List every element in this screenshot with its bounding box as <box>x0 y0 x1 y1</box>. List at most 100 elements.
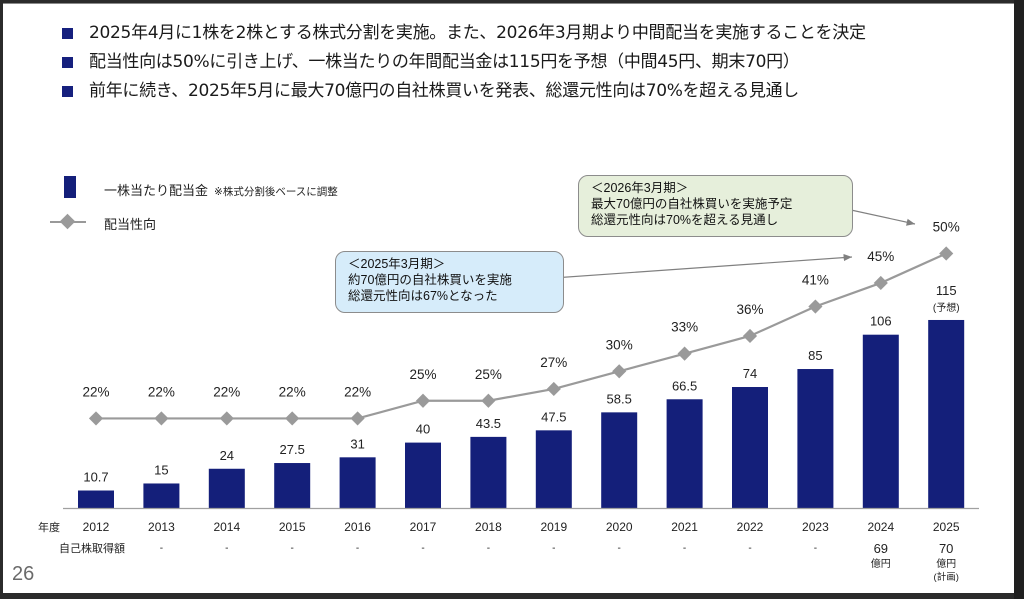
x-tick-label-2018: 2018 <box>475 520 502 534</box>
bar-2016 <box>339 457 376 508</box>
bar-2015 <box>274 463 311 508</box>
bar-2022 <box>732 387 768 508</box>
bar-2019 <box>535 430 572 508</box>
payout-point-2024 <box>873 275 888 291</box>
callout-fy2025-line1: 約70億円の自社株買いを実施 <box>348 273 512 287</box>
bullet-square-icon <box>62 28 73 39</box>
bar-2025 <box>928 319 965 508</box>
year-header: 年度 <box>38 520 60 534</box>
payout-label-2024: 45% <box>867 249 894 264</box>
payout-point-2013 <box>154 411 169 426</box>
bar-value-label-2023: 85 <box>808 348 822 363</box>
buyback-value-2025: 70 <box>939 541 953 556</box>
callout-fy2025-title: ＜2025年3月期＞ <box>348 257 446 271</box>
callout-fy2025-line2: 総還元性向は67%となった <box>348 289 498 303</box>
legend-line-label: 配当性向 <box>104 218 157 233</box>
buyback-value-2024: 69 <box>874 541 888 556</box>
bar-value-label-2017: 40 <box>416 422 430 437</box>
payout-point-2018 <box>481 393 496 408</box>
x-tick-label-2019: 2019 <box>540 520 567 534</box>
bullet-square-icon <box>62 57 73 68</box>
bar-2021 <box>666 399 703 508</box>
callout-fy2026: ＜2026年3月期＞ 最大70億円の自社株買いを実施予定 総還元性向は70%を超… <box>578 175 853 237</box>
buyback-value-2014: - <box>225 543 228 554</box>
payout-point-2019 <box>546 381 561 397</box>
buyback-value-2022: - <box>748 543 751 554</box>
payout-point-2021 <box>677 346 692 361</box>
bar-value-label-2021: 66.5 <box>672 378 697 393</box>
window-edge <box>1014 0 1024 599</box>
bar-value-label-2018: 43.5 <box>476 416 501 431</box>
legend-bar-note: ※株式分割後ベースに調整 <box>214 186 338 198</box>
payout-label-2023: 41% <box>802 273 829 288</box>
buyback-header: 自己株取得額 <box>59 541 125 555</box>
payout-label-2018: 25% <box>475 367 502 382</box>
bar-value-label-2022: 74 <box>743 366 757 381</box>
bar-2013 <box>143 483 180 508</box>
bar-value-label-2015: 27.5 <box>280 442 305 457</box>
payout-point-2020 <box>612 364 627 379</box>
payout-point-2016 <box>350 411 365 426</box>
callout-fy2026-line1: 最大70億円の自社株買いを実施予定 <box>591 197 793 211</box>
bar-value-label-2014: 24 <box>220 448 234 463</box>
buyback-value-2020: - <box>618 543 621 554</box>
callout-fy2026-title: ＜2026年3月期＞ <box>591 181 689 195</box>
payout-point-2014 <box>219 411 234 426</box>
page-number: 26 <box>12 563 35 585</box>
payout-point-2023 <box>808 299 823 314</box>
bullet-text: 配当性向は50%に引き上げ、一株当たりの年間配当金は115円を予想（中間45円、… <box>89 52 800 72</box>
callout-fy2026-line2: 総還元性向は70%を超える見通し <box>591 213 779 227</box>
x-tick-label-2017: 2017 <box>410 520 437 534</box>
buyback-unit-2024: 億円 <box>871 557 891 570</box>
bullet-square-icon <box>62 86 73 97</box>
legend-bar: 一株当たり配当金 ※株式分割後ベースに調整 <box>104 180 338 199</box>
bar-value-label-2024: 106 <box>870 314 892 329</box>
bar-2018 <box>470 436 507 508</box>
payout-label-2020: 30% <box>606 337 633 352</box>
payout-label-2017: 25% <box>409 367 436 382</box>
bar-value-label-2025: 115 <box>936 283 957 298</box>
x-tick-label-2013: 2013 <box>148 520 175 534</box>
x-tick-label-2021: 2021 <box>671 520 698 534</box>
payout-point-2022 <box>742 328 758 344</box>
buyback-value-2023: - <box>814 543 817 554</box>
payout-label-2013: 22% <box>148 384 175 399</box>
callout-fy2025-arrow <box>538 253 853 280</box>
buyback-unit-2025: 億円 <box>936 557 956 570</box>
payout-label-2016: 22% <box>344 384 371 399</box>
bar-2023 <box>797 369 834 508</box>
x-tick-label-2024: 2024 <box>867 520 894 534</box>
legend-bar-label: 一株当たり配当金 <box>104 184 209 199</box>
payout-point-2012 <box>88 411 104 426</box>
bar-value-label-2020: 58.5 <box>607 391 632 406</box>
bar-value-label-2013: 15 <box>154 462 168 477</box>
x-tick-label-2020: 2020 <box>606 520 633 534</box>
callout-fy2025: ＜2025年3月期＞ 約70億円の自社株買いを実施 総還元性向は67%となった <box>335 251 564 313</box>
buyback-value-2019: - <box>552 543 555 554</box>
buyback-value-2018: - <box>487 543 490 554</box>
bar-2012 <box>78 490 114 508</box>
buyback-value-2012: - <box>94 543 97 554</box>
bar-2014 <box>208 468 245 508</box>
bar-value-label-2019: 47.5 <box>541 409 566 424</box>
payout-label-2015: 22% <box>279 384 306 399</box>
x-tick-label-2023: 2023 <box>802 520 829 534</box>
bar-value-label-2016: 31 <box>350 436 364 451</box>
bar-2020 <box>601 412 638 508</box>
payout-label-2012: 22% <box>82 384 109 399</box>
payout-point-2025 <box>939 246 954 261</box>
bullet-text: 2025年4月に1株を2株とする株式分割を実施。また、2026年3月期より中間配… <box>89 23 866 43</box>
payout-label-2014: 22% <box>213 384 240 399</box>
buyback-value-2021: - <box>683 543 686 554</box>
buyback-value-2015: - <box>291 543 294 554</box>
payout-label-2025: 50% <box>933 220 960 235</box>
buyback-value-2016: - <box>356 543 359 554</box>
legend-bar-swatch-icon <box>64 176 76 198</box>
payout-ratio-line <box>96 252 947 420</box>
bar-value-label-2012: 10.7 <box>83 470 108 485</box>
payout-point-2015 <box>285 411 300 426</box>
x-tick-label-2012: 2012 <box>83 520 110 534</box>
bar-2024 <box>862 334 899 508</box>
x-tick-label-2016: 2016 <box>344 520 371 534</box>
